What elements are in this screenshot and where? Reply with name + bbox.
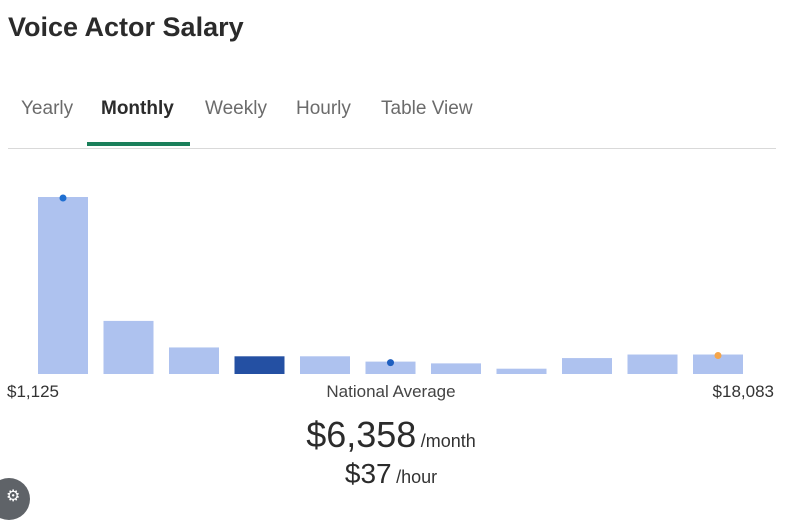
bar-5: [300, 356, 350, 374]
monthly-pay: $6,358 /month: [0, 414, 782, 456]
tab-weekly[interactable]: Weekly: [205, 98, 267, 119]
bar-7: [431, 363, 481, 374]
bar-3: [169, 347, 219, 374]
bar-6: [365, 361, 416, 374]
tab-hourly[interactable]: Hourly: [296, 98, 351, 119]
salary-distribution-chart: [38, 194, 743, 374]
bar-marker-6: [387, 359, 394, 367]
tab-monthly[interactable]: Monthly: [101, 98, 174, 119]
max-salary-label: $18,083: [712, 382, 774, 401]
bar-10: [627, 354, 678, 374]
bar-11: [693, 354, 743, 374]
tab-table-view[interactable]: Table View: [381, 98, 473, 119]
pay-period-tabs: Yearly Monthly Weekly Hourly Table View: [0, 92, 800, 148]
min-salary-label: $1,125: [7, 382, 59, 401]
monthly-unit: /month: [420, 431, 476, 451]
tabs-divider: [8, 148, 776, 149]
bar-4: [234, 356, 285, 374]
page-title: Voice Actor Salary: [8, 12, 244, 42]
hourly-amount: $37: [344, 458, 392, 489]
hourly-unit: /hour: [396, 467, 438, 487]
bar-1: [38, 197, 88, 374]
bar-marker-1: [59, 194, 67, 202]
bar-9: [562, 358, 612, 374]
bar-8: [496, 368, 547, 374]
hourly-pay: $37 /hour: [0, 458, 782, 490]
tab-yearly[interactable]: Yearly: [21, 98, 74, 119]
bar-marker-11: [714, 352, 722, 360]
monthly-amount: $6,358: [306, 414, 417, 455]
national-average-label: National Average: [326, 382, 456, 401]
bar-2: [103, 320, 154, 374]
active-tab-indicator: [87, 142, 190, 146]
